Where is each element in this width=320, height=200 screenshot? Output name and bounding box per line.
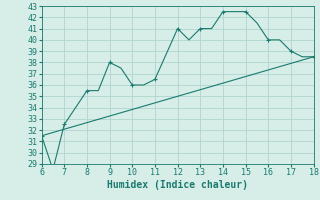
X-axis label: Humidex (Indice chaleur): Humidex (Indice chaleur) — [107, 180, 248, 190]
